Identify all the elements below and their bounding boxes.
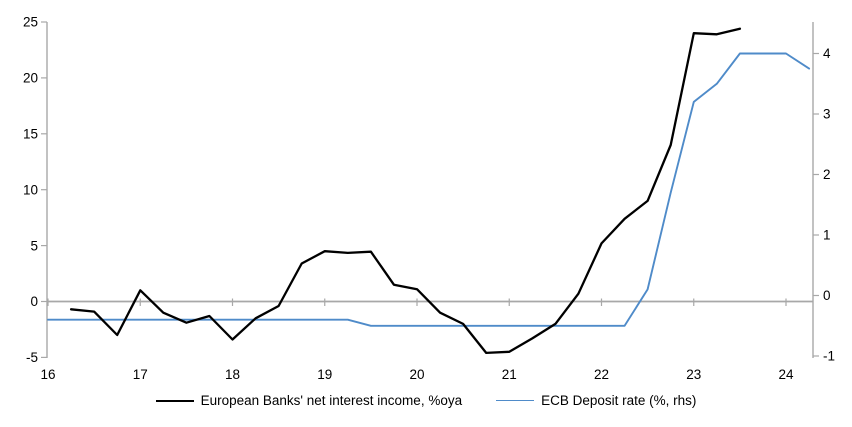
x-axis-tick-label: 24 <box>778 367 794 382</box>
net-interest-income-line <box>69 27 742 355</box>
legend-item-ecb-deposit-rate: ECB Deposit rate (%, rhs) <box>496 394 696 408</box>
x-axis-tick-label: 17 <box>133 367 148 382</box>
ecb-deposit-rate-line <box>47 52 811 327</box>
x-axis-tick-label: 16 <box>40 367 55 382</box>
x-axis-tick-label: 22 <box>594 367 609 382</box>
x-axis-tick-label: 23 <box>686 367 701 382</box>
legend-line-swatch-blue <box>496 400 535 402</box>
left-axis-tick-label: -5 <box>26 350 38 365</box>
x-axis-tick-label: 18 <box>225 367 240 382</box>
left-axis-tick-label: 25 <box>23 15 38 30</box>
left-axis-tick-label: 15 <box>23 127 38 142</box>
legend-item-net-interest-income: European Banks' net interest income, %oy… <box>155 393 463 408</box>
left-axis-tick-label: 0 <box>30 294 38 309</box>
right-axis-tick-label: 2 <box>823 167 831 182</box>
left-axis-tick-label: 5 <box>30 238 38 253</box>
left-axis-tick-label: 20 <box>23 71 38 86</box>
right-axis-tick-label: 1 <box>823 228 831 243</box>
left-axis-tick-label: 10 <box>23 182 38 197</box>
right-axis-tick-label: 0 <box>823 288 831 303</box>
right-axis-tick-label: 4 <box>823 46 831 61</box>
legend-label-net-interest-income: European Banks' net interest income, %oy… <box>200 393 463 408</box>
x-axis-tick-label: 21 <box>502 367 517 382</box>
right-axis-tick-label: 3 <box>823 107 831 122</box>
right-axis-tick-label: -1 <box>823 349 835 364</box>
chart-legend: European Banks' net interest income, %oy… <box>0 394 852 408</box>
legend-line-swatch-black <box>155 399 194 402</box>
legend-label-ecb-deposit-rate: ECB Deposit rate (%, rhs) <box>541 393 697 408</box>
x-axis-tick-label: 20 <box>409 367 424 382</box>
x-axis-tick-label: 19 <box>317 367 332 382</box>
